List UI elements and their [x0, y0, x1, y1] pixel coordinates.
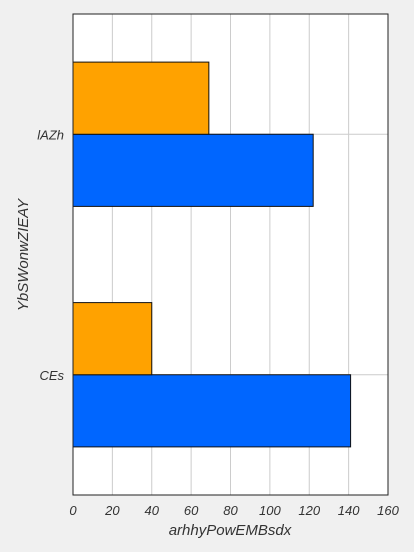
x-axis-title: arhhyPowEMBsdx	[169, 522, 292, 539]
bars	[72, 61, 352, 448]
x-tick-label: 80	[223, 503, 238, 518]
x-tick-label: 0	[69, 503, 77, 518]
bar-series2-ces	[72, 302, 153, 376]
x-tick-labels: 0 20 40 60 80 100 120 140 160	[69, 503, 399, 518]
plot-frame	[72, 13, 389, 496]
x-tick-label: 40	[145, 503, 160, 518]
y-tick-label: lAZh	[37, 127, 64, 142]
y-axis-title: YbSWonwZIEAY	[15, 198, 32, 311]
bar-series2-lazh	[72, 61, 210, 135]
x-tick-label: 60	[184, 503, 199, 518]
bar-series1-ces	[72, 374, 352, 448]
x-tick-label: 100	[259, 503, 281, 518]
x-tick-label: 120	[298, 503, 320, 518]
bar-series1-lazh	[72, 133, 314, 207]
y-tick-label: CEs	[39, 368, 64, 383]
x-tick-label: 160	[377, 503, 399, 518]
x-tick-label: 140	[338, 503, 360, 518]
x-tick-label: 20	[104, 503, 120, 518]
y-tick-labels: CEs lAZh	[37, 127, 64, 383]
